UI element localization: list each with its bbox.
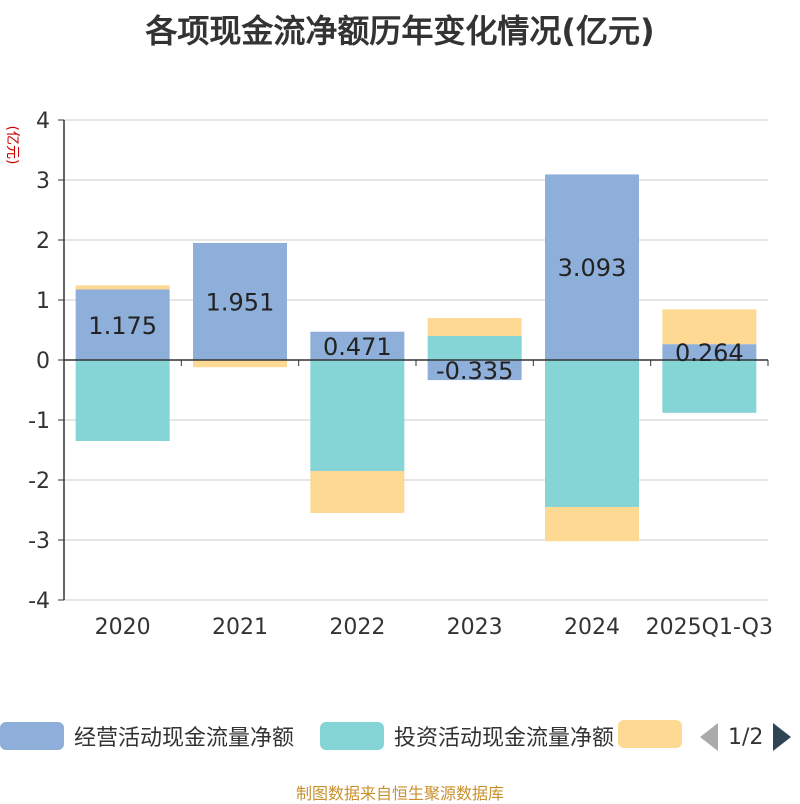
bar-2023-series-2 [427, 318, 522, 336]
bar-2022-series-0 [310, 331, 405, 360]
legend-next-icon[interactable] [773, 723, 792, 751]
data-label-2021: 1.951 [206, 288, 275, 316]
legend-pager: 1/2 [700, 720, 792, 754]
y-tick-label: -1 [28, 409, 50, 434]
data-label-2022: 0.471 [323, 333, 392, 361]
y-tick-label: -2 [28, 469, 50, 494]
legend-swatch-investing [320, 722, 384, 750]
y-tick-label: 3 [36, 169, 50, 194]
x-tick-label: 2022 [329, 615, 385, 640]
y-tick-label: 4 [36, 109, 50, 134]
x-tick-label: 2024 [564, 615, 620, 640]
data-label-2023: -0.335 [436, 357, 513, 385]
x-tick-label: 2023 [447, 615, 503, 640]
bar-2024-series-2 [545, 507, 639, 542]
chart-title: 各项现金流净额历年变化情况(亿元) [145, 12, 655, 50]
legend: 经营活动现金流量净额 投资活动现金流量净额 1/2 [0, 716, 800, 756]
legend-swatch-operating [0, 722, 64, 750]
bar-2020-series-2 [75, 285, 170, 290]
bar-2022-series-2 [310, 471, 405, 513]
legend-item-operating[interactable]: 经营活动现金流量净额 [0, 720, 294, 752]
source-footer: 制图数据来自恒生聚源数据库 [295, 784, 504, 803]
chart-area: 4 3 2 1 0 -1 -2 -3 -4 (亿元) 1.175 1.951 0.471 -0.335 3.… [4, 109, 773, 640]
bar-2023-series-1 [427, 336, 522, 360]
legend-label-investing: 投资活动现金流量净额 [394, 726, 615, 751]
y-tick-label: 0 [36, 349, 50, 374]
y-axis-label: (亿元) [4, 126, 20, 165]
bar-2025Q1-Q3-series-1 [662, 360, 757, 413]
data-label-2025Q1-Q3: 0.264 [675, 339, 744, 367]
data-label-2020: 1.175 [88, 312, 157, 340]
bar-2024-series-1 [545, 360, 639, 507]
bar-2022-series-1 [310, 360, 405, 471]
bar-2023-series-0 [427, 360, 522, 381]
legend-label-operating: 经营活动现金流量净额 [74, 726, 295, 751]
legend-prev-icon[interactable] [700, 723, 718, 751]
data-label-2024: 3.093 [558, 254, 627, 282]
y-tick-label: -3 [28, 529, 50, 554]
y-tick-label: 1 [36, 289, 50, 314]
y-tick-label: -4 [28, 589, 50, 614]
bar-2020-series-1 [75, 360, 170, 441]
x-tick-label: 2020 [95, 615, 151, 640]
bar-2021-series-2 [193, 360, 287, 368]
bar-2024-series-0 [545, 174, 639, 360]
x-tick-label: 2025Q1-Q3 [646, 615, 773, 640]
x-tick-label: 2021 [212, 615, 268, 640]
y-tick-label: 2 [36, 229, 50, 254]
legend-swatch-financing [618, 720, 682, 748]
bar-2020-series-0 [75, 289, 170, 360]
legend-page-indicator: 1/2 [728, 724, 764, 750]
bar-2025Q1-Q3-series-0 [662, 344, 757, 360]
legend-item-financing[interactable] [618, 720, 682, 748]
legend-item-investing[interactable]: 投资活动现金流量净额 [320, 720, 614, 752]
bar-2025Q1-Q3-series-2 [662, 309, 757, 345]
bar-2021-series-0 [193, 242, 287, 360]
